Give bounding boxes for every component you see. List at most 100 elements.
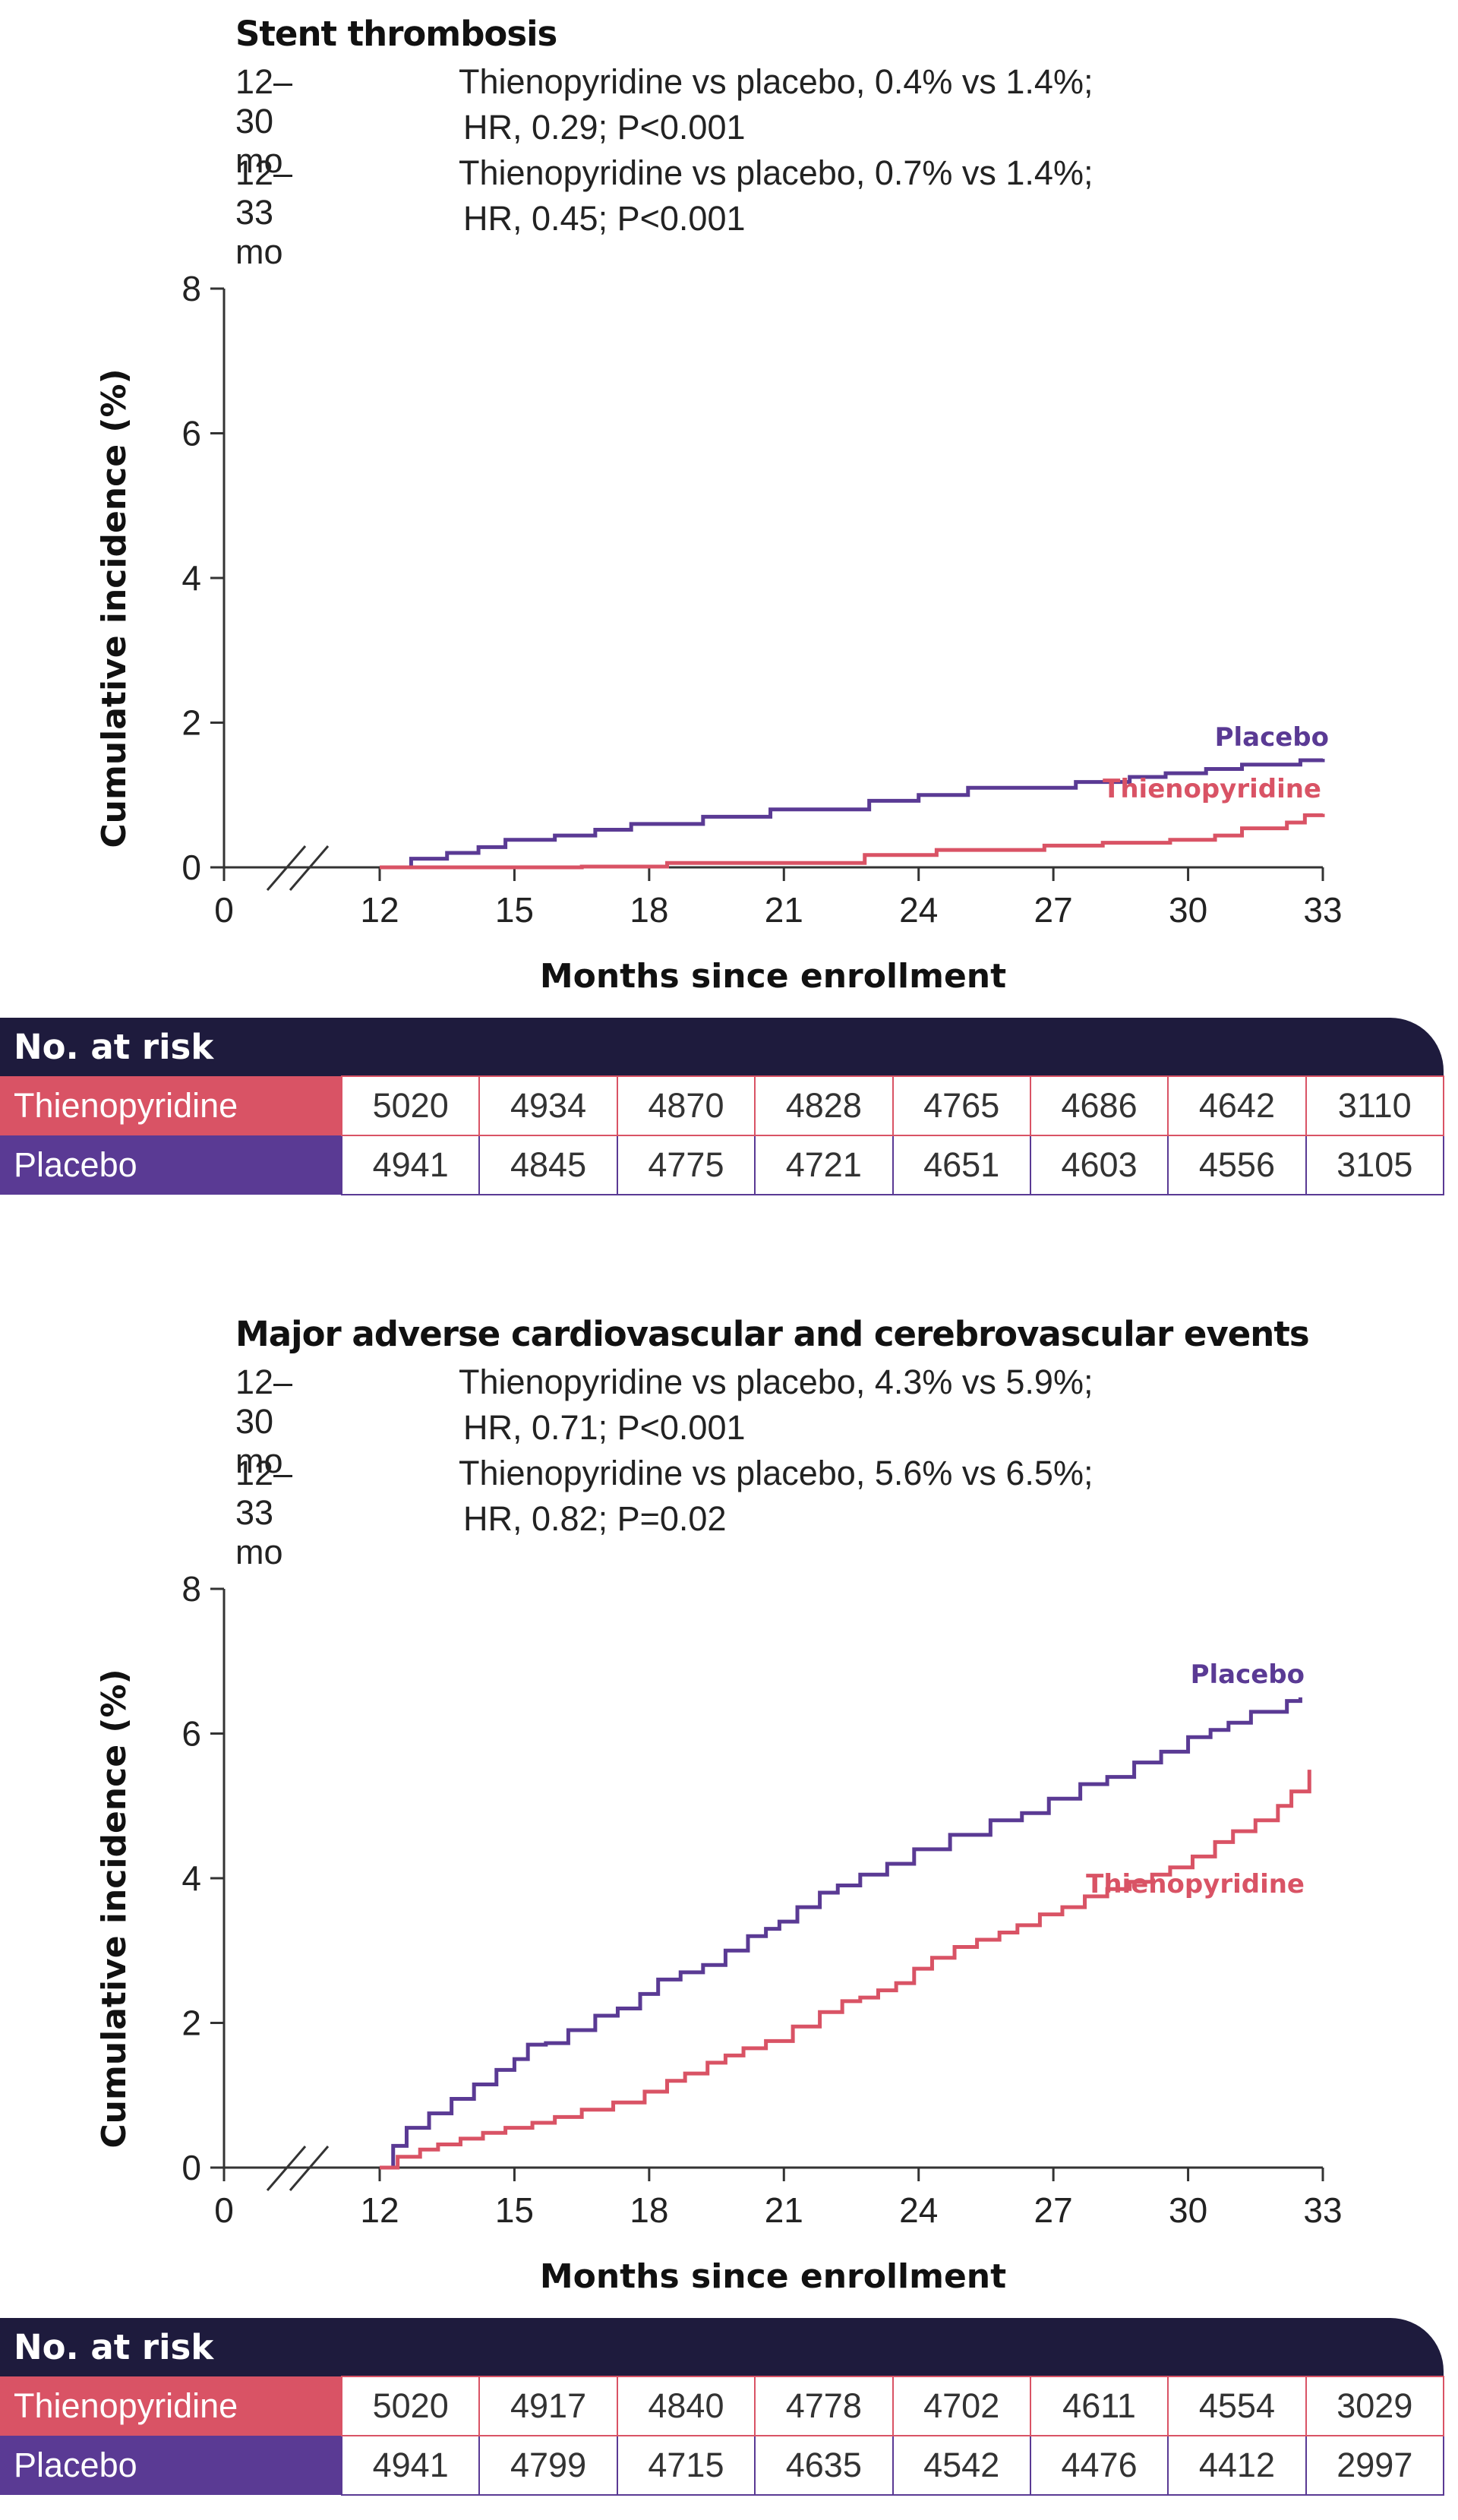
series-label-thienopyridine: Thienopyridine <box>1086 1869 1305 1899</box>
series-label-thienopyridine: Thienopyridine <box>1103 774 1321 804</box>
risk-cell: 4476 <box>1029 2435 1169 2496</box>
stat-period: 12–30 mo <box>235 1363 293 1480</box>
risk-cell: 4635 <box>754 2435 894 2496</box>
x-tick-label: 18 <box>630 2190 668 2230</box>
risk-cell: 4702 <box>892 2376 1031 2436</box>
stat-line2: HR, 0.45; P<0.001 <box>463 199 746 238</box>
risk-cell: 4845 <box>478 1135 618 1195</box>
panel-mace: Major adverse cardiovascular and cerebro… <box>0 1300 1458 2520</box>
risk-table: No. at risk Thienopyridine 5020 4934 487… <box>0 1018 1445 1195</box>
risk-cell: 4611 <box>1029 2376 1169 2436</box>
x-tick-label: 27 <box>1034 2190 1073 2230</box>
series-line-thienopyridine <box>380 813 1325 870</box>
x-tick-label: 30 <box>1169 890 1207 930</box>
risk-cell: 4642 <box>1167 1075 1307 1136</box>
risk-cell: 5020 <box>340 2376 481 2436</box>
x-tick-label: 12 <box>360 890 399 930</box>
y-tick-label: 8 <box>181 1569 201 1609</box>
axis-break-mark <box>266 845 307 891</box>
risk-cell: 4828 <box>754 1075 894 1136</box>
risk-row-thienopyridine: Thienopyridine 5020 4934 4870 4828 4765 … <box>0 1075 1445 1136</box>
risk-cell: 4686 <box>1029 1075 1169 1136</box>
x-tick-label: 24 <box>899 2190 938 2230</box>
x-tick-label: 15 <box>495 2190 534 2230</box>
risk-table-header: No. at risk <box>0 2318 1444 2376</box>
x-tick-label: 30 <box>1169 2190 1207 2230</box>
y-tick-label: 4 <box>181 558 201 598</box>
y-tick-label: 0 <box>181 2148 201 2187</box>
x-tick-label: 12 <box>360 2190 399 2230</box>
chart-title: Major adverse cardiovascular and cerebro… <box>235 1314 1310 1354</box>
risk-row-thienopyridine: Thienopyridine 5020 4917 4840 4778 4702 … <box>0 2376 1445 2436</box>
risk-cell: 2997 <box>1305 2435 1445 2496</box>
risk-cell: 4870 <box>616 1075 756 1136</box>
risk-cell: 4542 <box>892 2435 1031 2496</box>
x-tick-label: 0 <box>214 2190 234 2230</box>
risk-cell: 4721 <box>754 1135 894 1195</box>
risk-cell: 4778 <box>754 2376 894 2436</box>
y-tick-label: 4 <box>181 1858 201 1898</box>
series-line-placebo <box>380 1697 1302 2170</box>
risk-row-label: Placebo <box>0 1135 342 1195</box>
x-tick-label: 0 <box>214 890 234 930</box>
risk-cell: 4715 <box>616 2435 756 2496</box>
risk-row-label: Placebo <box>0 2436 342 2495</box>
stat-period: 12–33 mo <box>235 153 293 271</box>
stat-line1: Thienopyridine vs placebo, 0.7% vs 1.4%; <box>459 153 1094 192</box>
stat-line2: HR, 0.82; P=0.02 <box>463 1499 727 1538</box>
risk-cell: 4412 <box>1167 2435 1307 2496</box>
risk-row-placebo: Placebo 4941 4799 4715 4635 4542 4476 44… <box>0 2435 1445 2496</box>
risk-row-label: Thienopyridine <box>0 2376 342 2436</box>
risk-cell: 4603 <box>1029 1135 1169 1195</box>
axis-break-mark <box>266 2146 307 2191</box>
risk-cell: 4941 <box>340 2435 481 2496</box>
series-label-placebo: Placebo <box>1215 722 1329 753</box>
risk-table: No. at risk Thienopyridine 5020 4917 484… <box>0 2318 1445 2496</box>
y-tick-label: 6 <box>181 414 201 453</box>
risk-cell: 4917 <box>478 2376 618 2436</box>
y-tick-label: 8 <box>181 269 201 308</box>
risk-cell: 4799 <box>478 2435 618 2496</box>
x-tick-label: 15 <box>495 890 534 930</box>
stat-line2: HR, 0.71; P<0.001 <box>463 1408 746 1447</box>
y-axis-title: Cumulative incidence (%) <box>95 368 134 848</box>
risk-cell: 4775 <box>616 1135 756 1195</box>
risk-cell: 4934 <box>478 1075 618 1136</box>
x-tick-label: 21 <box>765 2190 803 2230</box>
axis-break-mark <box>289 2146 330 2191</box>
risk-cell: 5020 <box>340 1075 481 1136</box>
risk-row-placebo: Placebo 4941 4845 4775 4721 4651 4603 45… <box>0 1135 1445 1195</box>
series-line-thienopyridine <box>380 1770 1311 2170</box>
y-tick-label: 2 <box>181 2004 201 2043</box>
risk-cell: 4765 <box>892 1075 1031 1136</box>
x-tick-label: 21 <box>765 890 803 930</box>
x-tick-label: 33 <box>1303 2190 1342 2230</box>
risk-cell: 4556 <box>1167 1135 1307 1195</box>
risk-cell: 4554 <box>1167 2376 1307 2436</box>
risk-row-label: Thienopyridine <box>0 1076 342 1135</box>
stat-period: 12–33 mo <box>235 1454 293 1571</box>
stat-line1: Thienopyridine vs placebo, 0.4% vs 1.4%; <box>459 62 1094 101</box>
stat-line2: HR, 0.29; P<0.001 <box>463 108 746 147</box>
x-axis-title: Months since enrollment <box>540 957 1006 996</box>
risk-cell: 3029 <box>1305 2376 1445 2436</box>
risk-cell: 4941 <box>340 1135 481 1195</box>
risk-cell: 3105 <box>1305 1135 1445 1195</box>
x-tick-label: 33 <box>1303 890 1342 930</box>
y-tick-label: 6 <box>181 1714 201 1754</box>
y-tick-label: 0 <box>181 848 201 887</box>
axis-break-mark <box>289 845 330 891</box>
y-axis-title: Cumulative incidence (%) <box>95 1669 134 2148</box>
risk-table-title: No. at risk <box>0 2318 1444 2376</box>
risk-table-title: No. at risk <box>0 1018 1444 1076</box>
x-tick-label: 18 <box>630 890 668 930</box>
chart-title: Stent thrombosis <box>235 14 557 54</box>
stat-line1: Thienopyridine vs placebo, 5.6% vs 6.5%; <box>459 1454 1094 1492</box>
stat-line1: Thienopyridine vs placebo, 4.3% vs 5.9%; <box>459 1363 1094 1401</box>
stat-period: 12–30 mo <box>235 62 293 180</box>
x-tick-label: 24 <box>899 890 938 930</box>
panel-stent-thrombosis: Stent thrombosis 12–30 mo Thienopyridine… <box>0 0 1458 1230</box>
series-line-placebo <box>380 758 1325 870</box>
